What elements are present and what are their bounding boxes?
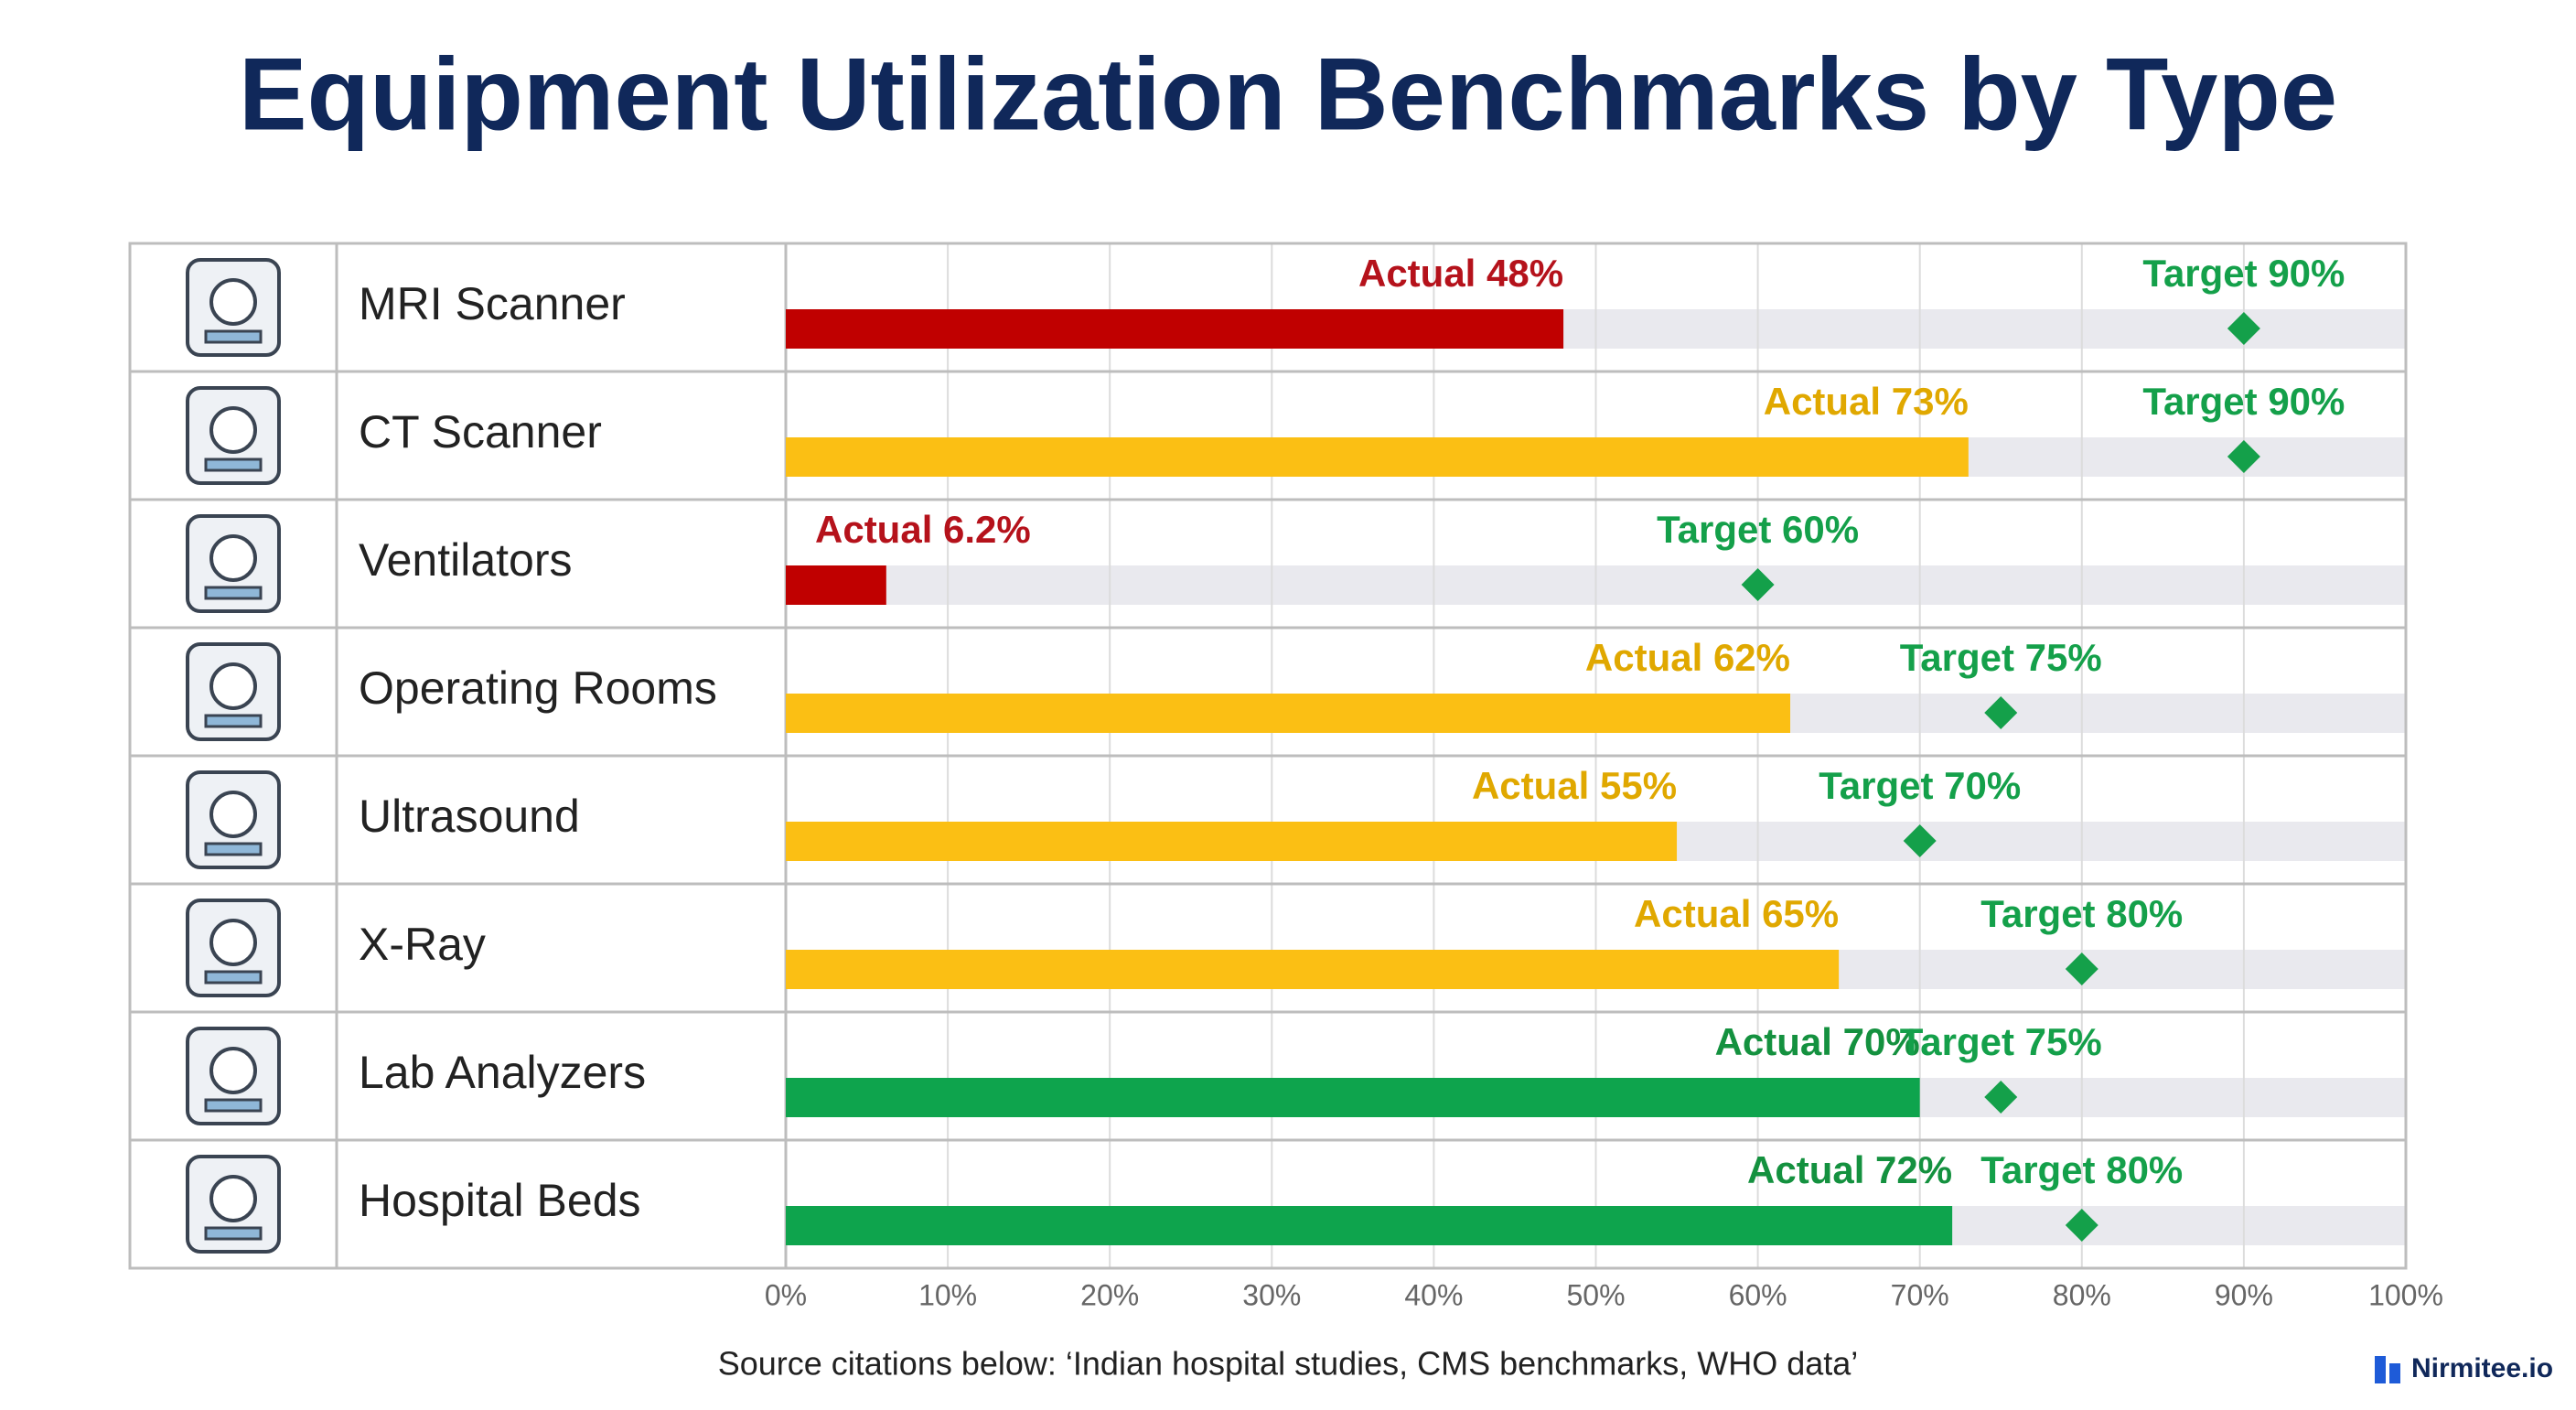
target-label: Target 90% xyxy=(2142,380,2345,423)
x-tick-label: 10% xyxy=(918,1278,977,1311)
equipment-icon xyxy=(204,1226,263,1241)
actual-label: Actual 55% xyxy=(1472,764,1677,807)
target-label: Target 80% xyxy=(1980,892,2183,935)
x-tick-label: 40% xyxy=(1404,1278,1463,1311)
target-label: Target 75% xyxy=(1900,1020,2102,1063)
category-label: CT Scanner xyxy=(359,406,602,457)
target-label: Target 80% xyxy=(1980,1148,2183,1191)
target-label: Target 75% xyxy=(1900,636,2102,679)
actual-bar xyxy=(786,437,1969,477)
x-tick-label: 30% xyxy=(1242,1278,1301,1311)
equipment-icon xyxy=(209,406,257,454)
category-label: Ventilators xyxy=(359,534,572,586)
category-label: Operating Rooms xyxy=(359,662,717,714)
target-marker xyxy=(2065,953,2098,985)
chart-title: Equipment Utilization Benchmarks by Type xyxy=(239,38,2337,152)
target-marker xyxy=(2227,312,2260,345)
brand-name: Nirmitee.io xyxy=(2411,1353,2553,1383)
source-note: Source citations below: ‘Indian hospital… xyxy=(718,1345,1859,1383)
target-label: Target 60% xyxy=(1657,508,1859,551)
equipment-icon xyxy=(204,842,263,856)
actual-bar xyxy=(786,1078,1920,1117)
logo-mark xyxy=(2389,1363,2400,1383)
equipment-icon xyxy=(209,791,257,838)
category-label: Ultrasound xyxy=(359,791,580,842)
equipment-icon xyxy=(204,586,263,600)
actual-label: Actual 48% xyxy=(1358,252,1563,295)
actual-bar xyxy=(786,950,1840,989)
brand-logo: Nirmitee.io xyxy=(2375,1353,2553,1383)
actual-bar xyxy=(786,694,1791,733)
category-label: MRI Scanner xyxy=(359,278,626,329)
category-label: X-Ray xyxy=(359,919,486,970)
logo-mark xyxy=(2375,1356,2386,1383)
x-tick-label: 70% xyxy=(1891,1278,1949,1311)
target-marker xyxy=(2227,440,2260,473)
x-tick-label: 90% xyxy=(2215,1278,2273,1311)
equipment-icon xyxy=(209,919,257,966)
actual-label: Actual 72% xyxy=(1747,1148,1952,1191)
equipment-icon xyxy=(204,457,263,472)
target-marker xyxy=(1741,568,1775,601)
x-tick-label: 100% xyxy=(2368,1278,2443,1311)
equipment-icon xyxy=(209,534,257,582)
actual-label: Actual 62% xyxy=(1585,636,1790,679)
x-tick-label: 80% xyxy=(2053,1278,2111,1311)
actual-label: Actual 73% xyxy=(1764,380,1969,423)
target-marker xyxy=(2065,1209,2098,1242)
x-tick-label: 60% xyxy=(1729,1278,1787,1311)
category-label: Lab Analyzers xyxy=(359,1047,646,1098)
actual-bar xyxy=(786,1206,1953,1245)
equipment-icon xyxy=(209,1175,257,1222)
x-tick-label: 50% xyxy=(1566,1278,1625,1311)
equipment-icon xyxy=(209,278,257,326)
target-label: Target 70% xyxy=(1819,764,2021,807)
actual-label: Actual 6.2% xyxy=(815,508,1031,551)
equipment-icon xyxy=(204,970,263,985)
x-tick-label: 20% xyxy=(1080,1278,1139,1311)
equipment-icon xyxy=(204,329,263,344)
equipment-icon xyxy=(204,714,263,728)
target-marker xyxy=(1984,1081,2018,1114)
target-label: Target 90% xyxy=(2142,252,2345,295)
actual-label: Actual 70% xyxy=(1715,1020,1920,1063)
category-label: Hospital Beds xyxy=(359,1175,641,1226)
x-tick-label: 0% xyxy=(765,1278,807,1311)
actual-label: Actual 65% xyxy=(1634,892,1839,935)
equipment-icon xyxy=(209,1047,257,1094)
actual-bar xyxy=(786,822,1678,861)
actual-bar xyxy=(786,565,886,605)
equipment-icon xyxy=(204,1098,263,1113)
actual-bar xyxy=(786,309,1564,349)
target-marker xyxy=(1984,696,2018,729)
equipment-icon xyxy=(209,662,257,710)
target-marker xyxy=(1903,824,1937,857)
